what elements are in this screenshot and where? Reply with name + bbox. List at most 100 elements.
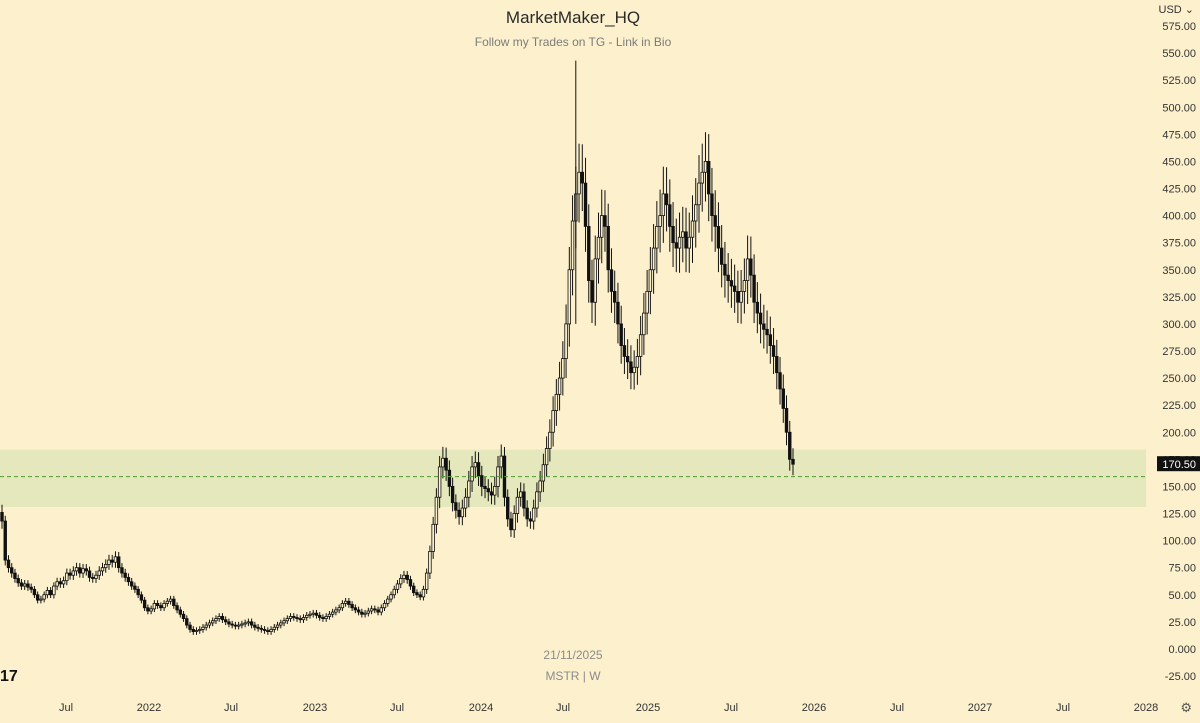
candle-body: [347, 600, 351, 605]
candle: [457, 502, 461, 525]
candle: [651, 224, 656, 294]
candle: [233, 621, 238, 630]
candle-body: [613, 291, 617, 303]
candle: [664, 167, 669, 232]
x-tick-label: Jul: [1056, 702, 1070, 714]
candle: [343, 598, 348, 607]
candle-body: [356, 609, 361, 613]
candle-body: [739, 291, 743, 303]
candle-body: [395, 583, 400, 590]
candle: [285, 615, 289, 624]
candle-body: [269, 629, 273, 632]
candle-body: [308, 613, 312, 616]
candle: [587, 204, 591, 303]
candle: [363, 609, 367, 618]
candle: [392, 585, 396, 599]
candle: [538, 470, 542, 502]
chart-title: MarketMaker_HQ: [505, 8, 641, 27]
candle-body: [353, 607, 358, 611]
candle: [35, 591, 40, 604]
candle: [784, 395, 789, 446]
candle-body: [236, 624, 241, 627]
y-tick-label: 350.00: [1162, 265, 1196, 277]
candle: [340, 600, 345, 611]
candle-body: [671, 226, 675, 244]
candle: [350, 601, 354, 611]
candle-body: [240, 623, 244, 626]
candle: [694, 178, 698, 248]
candle-body: [450, 486, 455, 504]
candle-body: [590, 280, 594, 303]
candle: [282, 617, 286, 627]
candle: [32, 586, 37, 598]
candle: [557, 361, 562, 411]
candle-body: [428, 551, 432, 574]
candle: [16, 574, 20, 587]
candle-body: [454, 502, 458, 511]
candle: [292, 613, 296, 621]
candle-body: [778, 372, 782, 390]
candle-body: [710, 193, 714, 216]
candle: [227, 618, 231, 628]
candle: [389, 591, 393, 603]
candle-body: [311, 612, 315, 615]
candle-body: [317, 614, 322, 618]
candle-body: [227, 621, 231, 625]
candle-body: [340, 603, 345, 609]
currency-select[interactable]: USD ⌄: [1156, 2, 1196, 17]
candle-body: [292, 616, 296, 618]
candle-body: [39, 598, 43, 601]
candle-body: [758, 312, 763, 325]
candle: [223, 616, 228, 626]
candle: [61, 576, 66, 589]
candle: [74, 562, 79, 576]
candle: [347, 598, 351, 608]
gear-icon[interactable]: ⚙: [1180, 700, 1192, 715]
y-tick-label: 200.00: [1162, 427, 1196, 439]
candle-body: [110, 559, 114, 563]
candle-body: [58, 581, 63, 585]
candle-body: [272, 626, 277, 630]
candle-body: [146, 607, 150, 612]
candle: [198, 626, 202, 634]
candle: [68, 568, 72, 580]
x-tick-label: 2023: [303, 702, 327, 714]
candle-body: [16, 578, 20, 584]
candle: [629, 345, 633, 390]
candle: [493, 476, 497, 505]
candle-body: [275, 624, 280, 628]
candle-body: [716, 226, 721, 249]
candle: [677, 212, 682, 273]
candle-body: [538, 480, 542, 493]
candle-body: [489, 491, 494, 496]
candle: [19, 579, 24, 590]
y-tick-label: 250.00: [1162, 373, 1196, 385]
candle: [139, 591, 144, 604]
y-tick-label: 50.00: [1168, 590, 1196, 602]
candle: [655, 201, 659, 274]
candle: [308, 611, 312, 619]
candle: [84, 564, 88, 576]
candle: [697, 155, 701, 233]
candle-body: [424, 572, 429, 590]
candle: [528, 511, 533, 529]
candle-body: [249, 621, 254, 626]
candle: [78, 563, 82, 578]
candle-body: [149, 608, 153, 612]
candle: [525, 500, 529, 527]
candle-body: [775, 356, 779, 374]
candle: [616, 282, 620, 344]
candle: [94, 570, 98, 583]
candle-body: [518, 491, 523, 498]
candle-body: [655, 226, 659, 249]
candle-body: [129, 581, 134, 587]
candle: [330, 608, 335, 618]
candle: [272, 624, 277, 633]
candle: [499, 444, 503, 479]
candle: [162, 600, 166, 611]
candle-body: [55, 581, 59, 587]
price-axis: 575.00 550.00 525.00 500.00 475.00 450.00 425.…: [1157, 21, 1200, 683]
candle: [412, 582, 416, 596]
